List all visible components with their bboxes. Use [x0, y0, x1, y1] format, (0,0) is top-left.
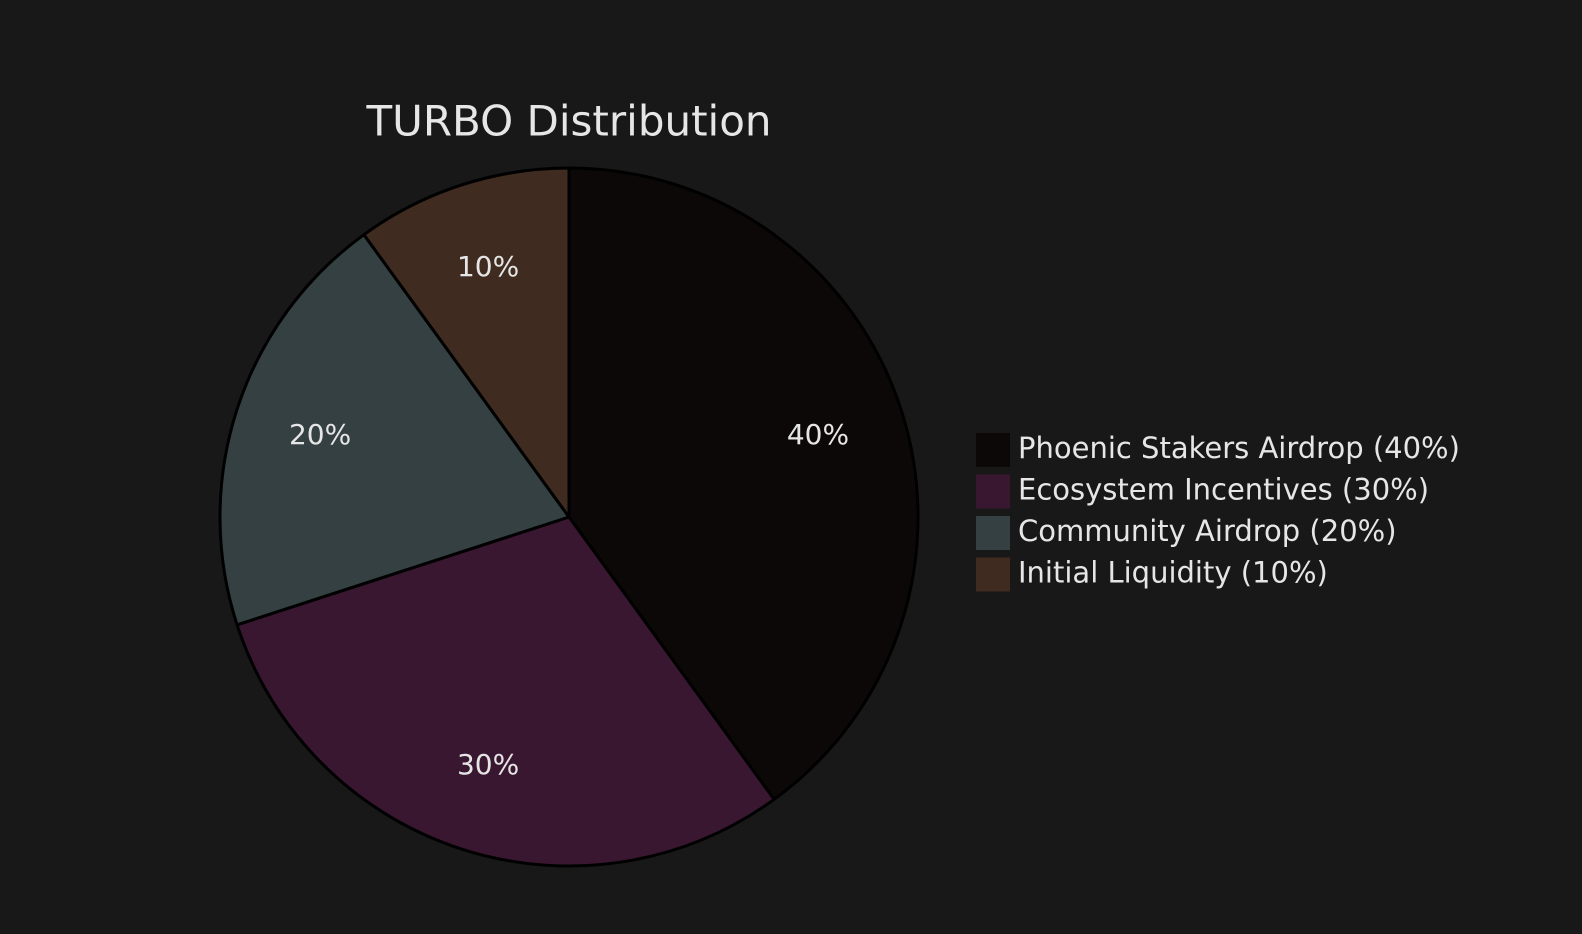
value-label: 10%: [457, 250, 519, 283]
legend-swatch: [976, 557, 1010, 592]
chart-title: TURBO Distribution: [365, 97, 771, 146]
value-label: 30%: [457, 748, 519, 781]
pie-slice: [218, 233, 571, 627]
legend-label: Initial Liquidity (10%): [1018, 556, 1328, 590]
legend-swatch: [976, 474, 1010, 509]
legend-label: Phoenic Stakers Airdrop (40%): [1018, 431, 1460, 465]
value-label: 40%: [787, 418, 849, 451]
legend-label: Community Airdrop (20%): [1018, 514, 1397, 548]
pie-slice: [567, 166, 920, 801]
legend-label: Ecosystem Incentives (30%): [1018, 473, 1429, 507]
legend-swatch: [976, 516, 1010, 550]
value-label: 20%: [289, 418, 351, 451]
legend-swatch: [976, 433, 1010, 467]
pie-slice: [362, 166, 571, 519]
pie-slice: [235, 515, 776, 868]
